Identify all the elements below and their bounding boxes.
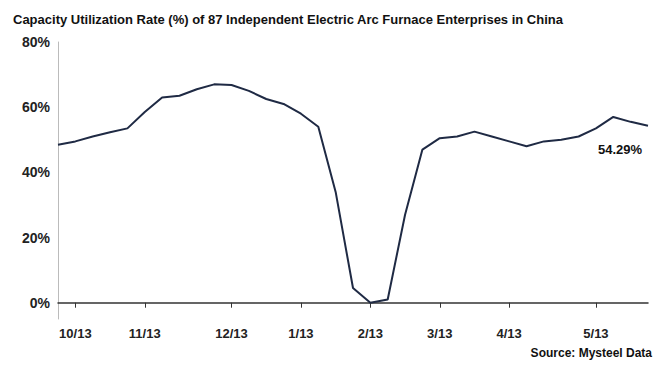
svg-text:20%: 20% xyxy=(22,230,51,246)
svg-text:12/13: 12/13 xyxy=(215,326,248,341)
svg-text:40%: 40% xyxy=(22,164,51,180)
svg-text:Capacity Utilization Rate (%): Capacity Utilization Rate (%) of 87 Inde… xyxy=(13,12,564,27)
svg-text:4/13: 4/13 xyxy=(497,326,522,341)
svg-text:11/13: 11/13 xyxy=(129,326,161,341)
svg-text:54.29%: 54.29% xyxy=(598,142,643,157)
svg-text:0%: 0% xyxy=(30,295,51,311)
svg-text:3/13: 3/13 xyxy=(427,326,452,341)
svg-text:Source: Mysteel Data: Source: Mysteel Data xyxy=(531,346,653,360)
svg-text:80%: 80% xyxy=(22,34,51,50)
svg-text:60%: 60% xyxy=(22,99,51,115)
svg-text:1/13: 1/13 xyxy=(288,326,313,341)
svg-text:2/13: 2/13 xyxy=(358,326,383,341)
svg-text:5/13: 5/13 xyxy=(583,326,608,341)
svg-text:10/13: 10/13 xyxy=(59,326,92,341)
